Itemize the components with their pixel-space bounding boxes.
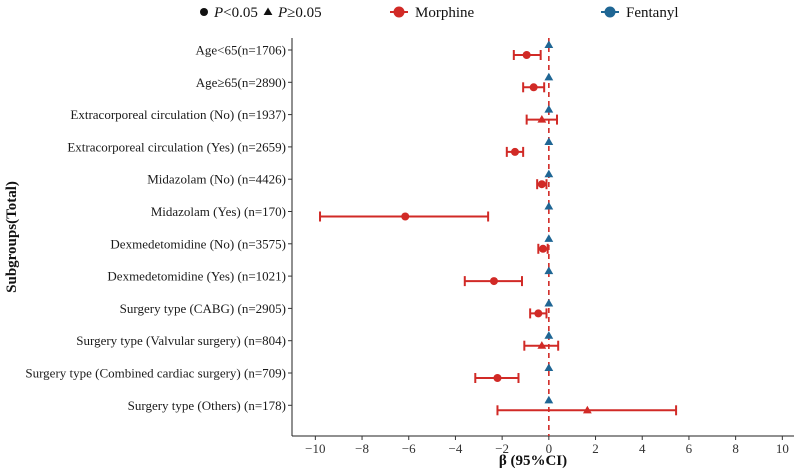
- x-tick-label: 0: [546, 441, 553, 456]
- subgroup-label: Age≥65(n=2890): [196, 75, 286, 90]
- fentanyl-point: [544, 137, 554, 145]
- subgroup-label: Dexmedetomidine (Yes) (n=1021): [107, 269, 286, 284]
- morphine-point: [493, 374, 502, 382]
- fentanyl-point: [544, 40, 554, 49]
- legend-fentanyl-dot: [604, 6, 616, 18]
- legend-p-symbol: P: [213, 5, 223, 21]
- x-tick-label: 4: [639, 441, 646, 456]
- legend-triangle-key: [263, 7, 273, 16]
- fentanyl-point: [544, 105, 554, 113]
- plot-marks: [319, 40, 678, 416]
- x-tick-label: 2: [592, 441, 599, 456]
- fentanyl-point: [544, 169, 554, 178]
- fentanyl-point: [544, 331, 554, 339]
- morphine-point: [489, 277, 498, 286]
- legend-threshold: <0.05: [223, 5, 258, 21]
- x-tick-label: 6: [686, 441, 693, 456]
- morphine-point: [537, 341, 547, 349]
- subgroup-label: Surgery type (Valvular surgery) (n=804): [76, 333, 286, 348]
- x-axis-title: β (95%CI): [499, 453, 567, 469]
- morphine-point: [522, 51, 531, 59]
- x-tick-label: −10: [305, 441, 325, 456]
- subgroup-label: Midazolam (No) (n=4426): [147, 172, 286, 187]
- morphine-point: [510, 147, 519, 156]
- legend-threshold: ≥0.05: [287, 5, 321, 21]
- legend-circle-key: [200, 8, 208, 16]
- morphine-point: [539, 244, 547, 253]
- subgroup-label: Midazolam (Yes) (n=170): [151, 204, 286, 219]
- morphine-point: [537, 180, 546, 189]
- morphine-point: [401, 212, 410, 221]
- subgroup-label: Surgery type (CABG) (n=2905): [120, 301, 286, 316]
- legend-triangle-label: P≥0.05: [277, 5, 322, 21]
- y-axis-title: Subgroups(Total): [4, 181, 20, 293]
- morphine-point: [534, 309, 543, 318]
- legend: P<0.05 P≥0.05 Morphine Fentanyl: [200, 5, 679, 21]
- fentanyl-point: [544, 298, 554, 307]
- legend-fentanyl-label: Fentanyl: [626, 5, 679, 21]
- subgroup-label: Extracorporeal circulation (No) (n=1937): [70, 107, 286, 122]
- subgroup-label: Age<65(n=1706): [196, 43, 286, 58]
- subgroup-label: Surgery type (Combined cardiac surgery) …: [25, 366, 286, 381]
- subgroup-label: Extracorporeal circulation (Yes) (n=2659…: [67, 139, 286, 154]
- morphine-point: [537, 115, 547, 123]
- fentanyl-point: [544, 72, 554, 81]
- legend-p-symbol: P: [277, 5, 287, 21]
- subgroup-label: Surgery type (Others) (n=178): [128, 398, 286, 413]
- fentanyl-point: [544, 201, 554, 210]
- morphine-point: [582, 405, 592, 414]
- x-tick-label: 8: [732, 441, 739, 456]
- x-tick-label: −2: [495, 441, 509, 456]
- subgroup-label: Dexmedetomidine (No) (n=3575): [110, 236, 286, 251]
- axes: −10 −8 −6 −4 −2 0 2 4 6 8 10 β (95%CI) Subgroups(Tot…: [4, 38, 794, 469]
- x-tick-label: −6: [402, 441, 416, 456]
- x-tick-label: 10: [776, 441, 789, 456]
- legend-circle-label: P<0.05: [213, 5, 258, 21]
- x-tick-label: −4: [449, 441, 463, 456]
- fentanyl-point: [544, 363, 554, 372]
- morphine-point: [529, 83, 538, 92]
- fentanyl-point: [544, 234, 554, 242]
- legend-morphine-label: Morphine: [415, 5, 475, 21]
- legend-morphine-dot: [393, 6, 405, 18]
- x-tick-label: −8: [355, 441, 369, 456]
- fentanyl-point: [544, 266, 554, 275]
- fentanyl-point: [544, 395, 554, 404]
